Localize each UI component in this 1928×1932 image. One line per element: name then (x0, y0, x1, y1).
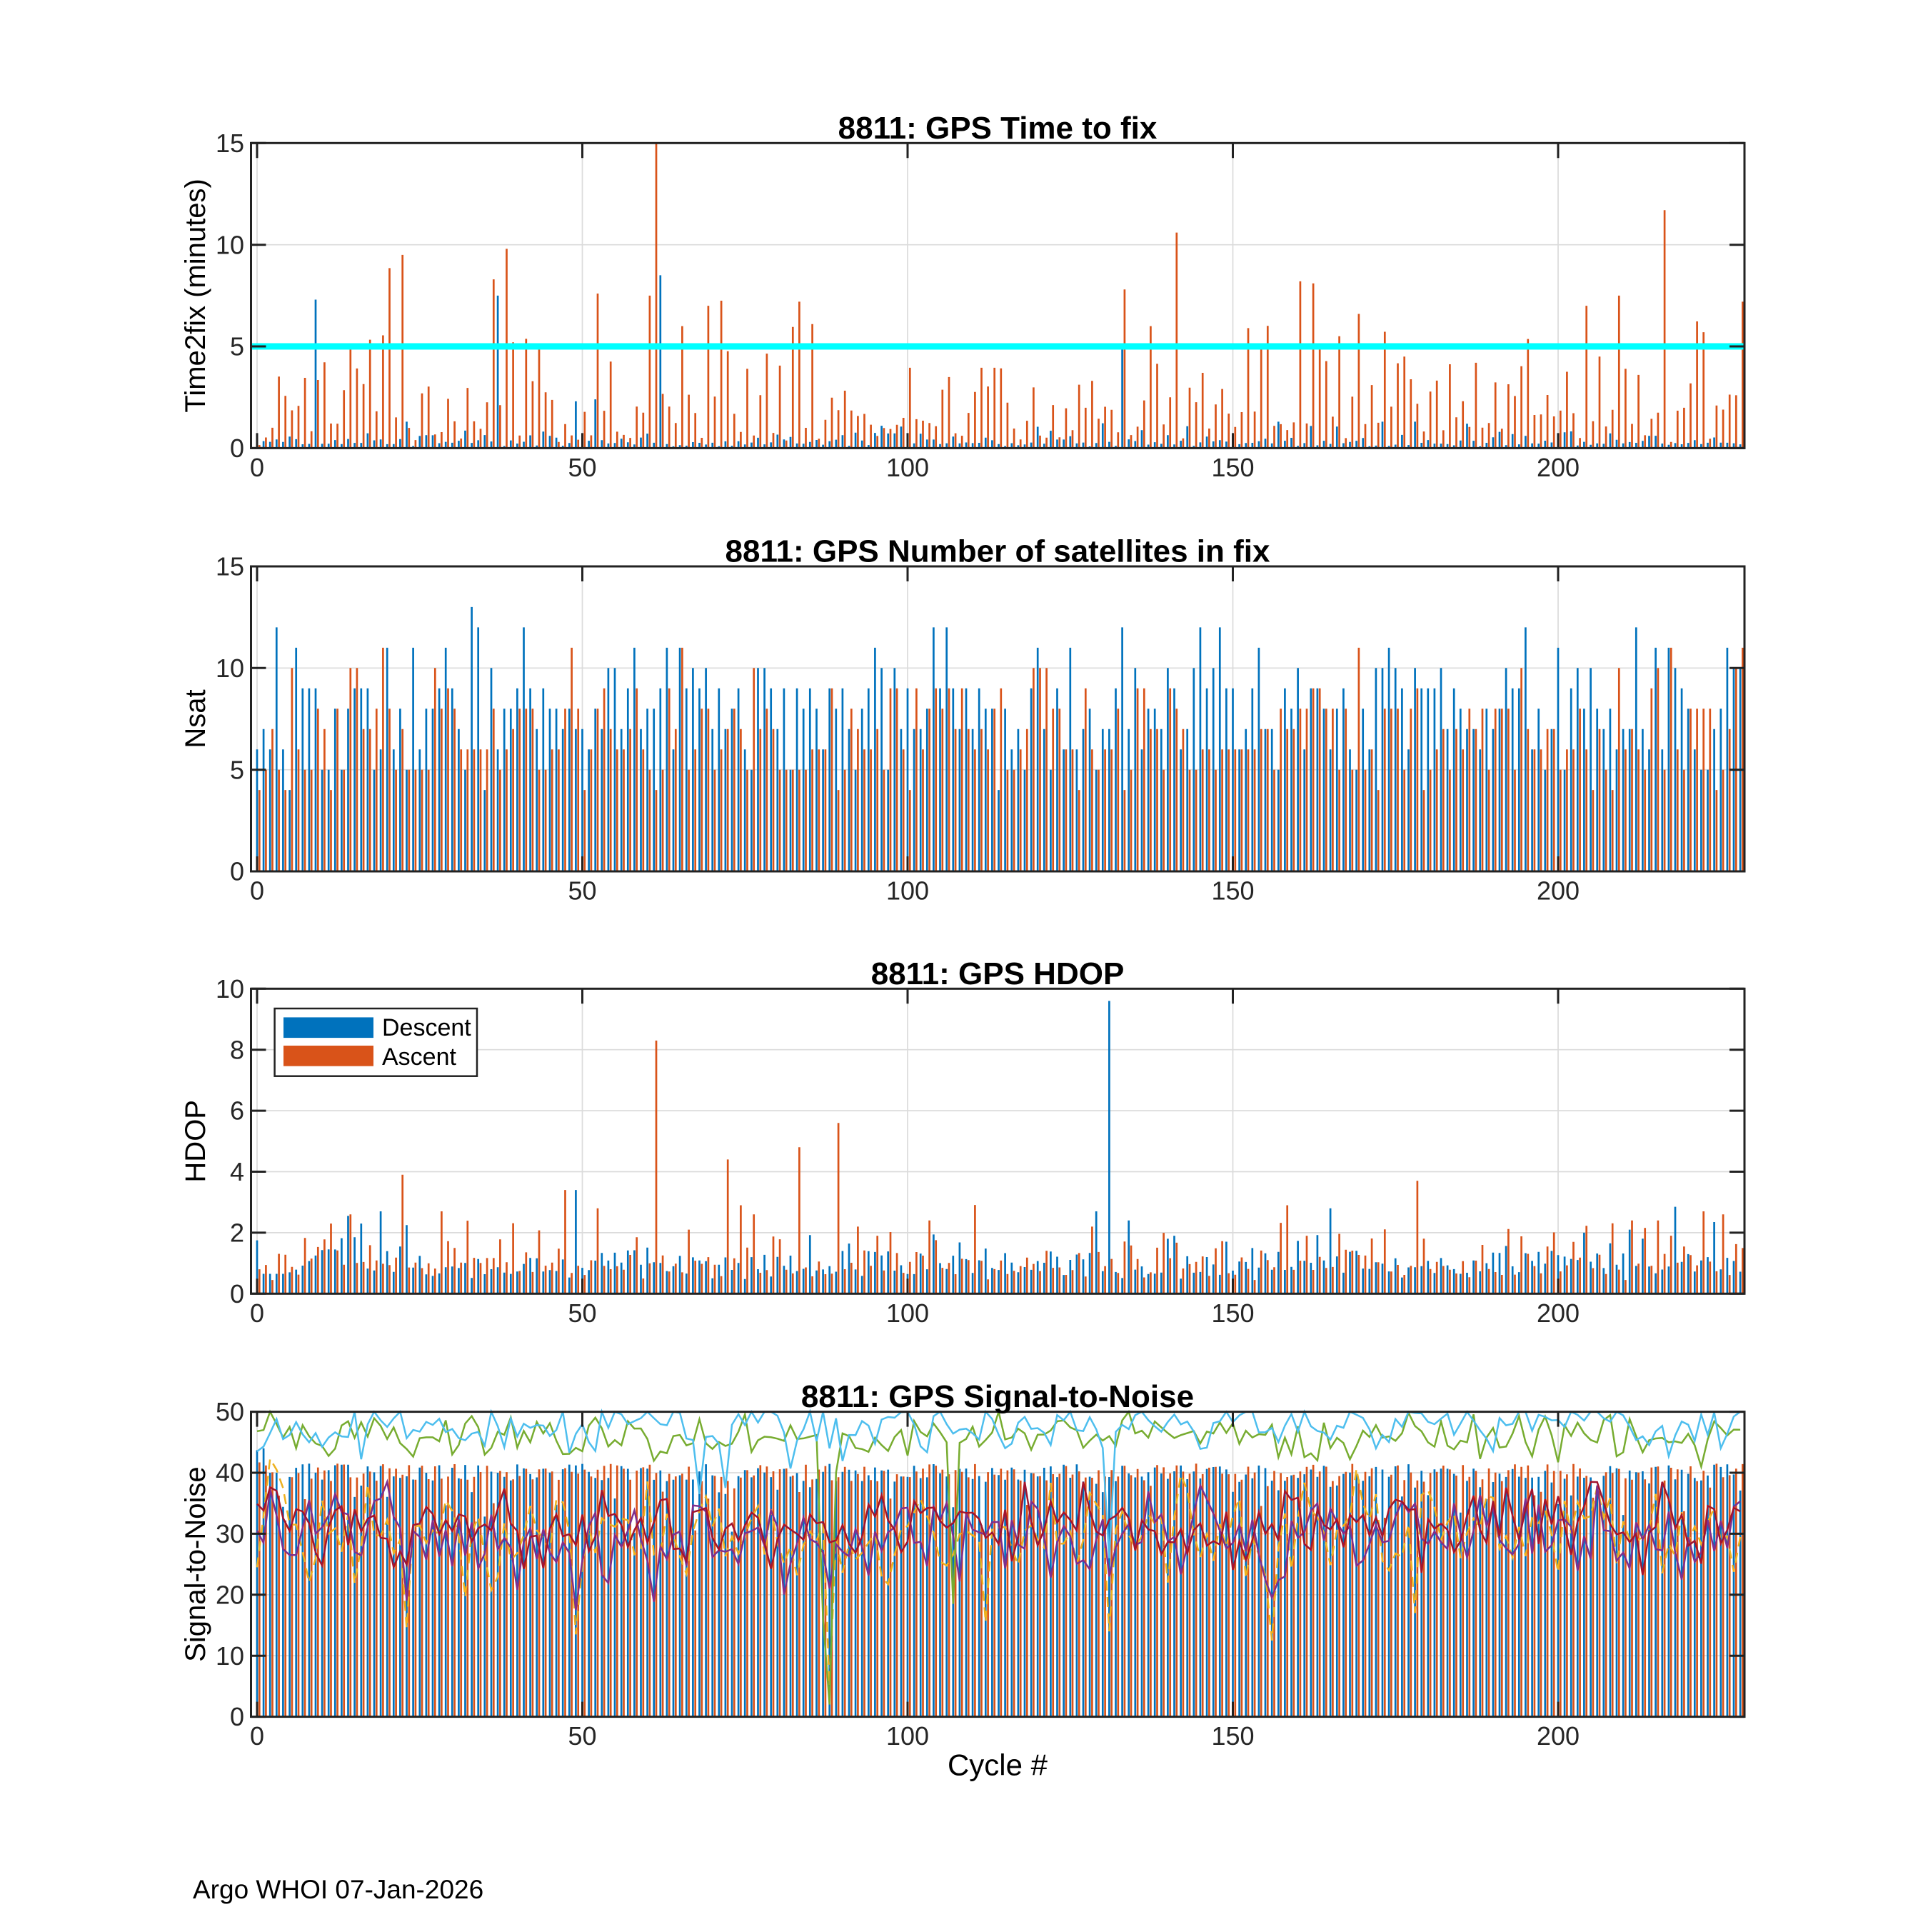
svg-text:Time2fix (minutes): Time2fix (minutes) (180, 179, 211, 412)
svg-text:40: 40 (216, 1458, 244, 1488)
svg-text:0: 0 (250, 1298, 264, 1328)
svg-text:8: 8 (230, 1035, 244, 1064)
svg-text:8811: GPS Signal-to-Noise: 8811: GPS Signal-to-Noise (801, 1379, 1194, 1414)
svg-text:Ascent: Ascent (382, 1043, 456, 1071)
svg-text:0: 0 (230, 857, 244, 886)
svg-text:HDOP: HDOP (180, 1100, 211, 1183)
svg-text:50: 50 (568, 876, 596, 906)
svg-text:100: 100 (886, 1298, 929, 1328)
svg-text:10: 10 (216, 654, 244, 683)
svg-text:Argo WHOI 07-Jan-2026: Argo WHOI 07-Jan-2026 (193, 1875, 483, 1904)
svg-text:30: 30 (216, 1519, 244, 1548)
svg-text:Signal-to-Noise: Signal-to-Noise (180, 1466, 211, 1661)
svg-text:Nsat: Nsat (180, 689, 211, 748)
svg-text:Cycle #: Cycle # (948, 1748, 1048, 1782)
svg-text:150: 150 (1211, 1298, 1254, 1328)
svg-text:8811: GPS Number of satellites: 8811: GPS Number of satellites in fix (725, 534, 1270, 569)
svg-text:50: 50 (568, 453, 596, 482)
svg-text:100: 100 (886, 876, 929, 906)
svg-text:20: 20 (216, 1580, 244, 1609)
svg-text:8811: GPS Time to fix: 8811: GPS Time to fix (838, 111, 1158, 146)
svg-text:0: 0 (250, 453, 264, 482)
svg-text:5: 5 (230, 755, 244, 784)
svg-text:150: 150 (1211, 876, 1254, 906)
svg-text:8811: GPS HDOP: 8811: GPS HDOP (871, 956, 1125, 991)
svg-text:100: 100 (886, 453, 929, 482)
svg-text:200: 200 (1537, 876, 1580, 906)
svg-text:200: 200 (1537, 1298, 1580, 1328)
svg-text:10: 10 (216, 974, 244, 1003)
svg-text:0: 0 (250, 1721, 264, 1751)
svg-text:10: 10 (216, 1641, 244, 1671)
svg-text:150: 150 (1211, 1721, 1254, 1751)
svg-text:Descent: Descent (382, 1014, 471, 1041)
svg-text:200: 200 (1537, 453, 1580, 482)
svg-text:0: 0 (230, 1702, 244, 1731)
svg-text:2: 2 (230, 1218, 244, 1248)
svg-text:10: 10 (216, 230, 244, 259)
svg-text:50: 50 (568, 1721, 596, 1751)
svg-text:6: 6 (230, 1096, 244, 1126)
svg-text:15: 15 (216, 552, 244, 581)
svg-text:0: 0 (250, 876, 264, 906)
svg-text:15: 15 (216, 129, 244, 158)
svg-text:5: 5 (230, 332, 244, 361)
svg-text:100: 100 (886, 1721, 929, 1751)
svg-text:4: 4 (230, 1157, 244, 1186)
svg-text:150: 150 (1211, 453, 1254, 482)
svg-text:0: 0 (230, 434, 244, 463)
svg-text:200: 200 (1537, 1721, 1580, 1751)
svg-text:50: 50 (216, 1397, 244, 1426)
svg-text:50: 50 (568, 1298, 596, 1328)
svg-text:0: 0 (230, 1279, 244, 1308)
